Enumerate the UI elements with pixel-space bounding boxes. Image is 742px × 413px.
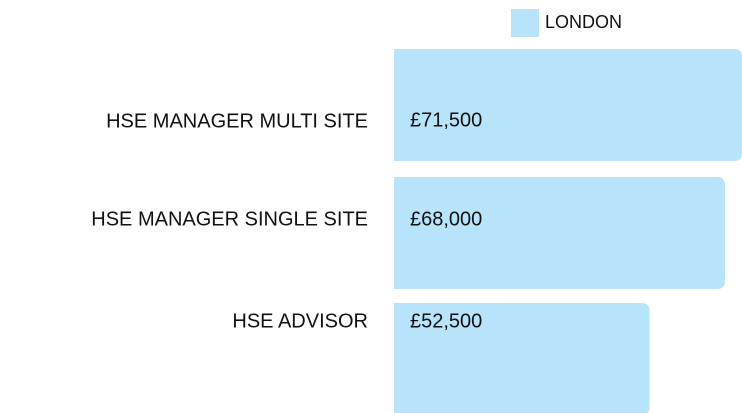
value-label: £68,000 — [410, 208, 482, 230]
legend-swatch — [511, 9, 539, 37]
category-label: HSE ADVISOR — [232, 310, 368, 332]
bar — [394, 49, 742, 161]
bar — [394, 303, 650, 413]
value-label: £71,500 — [410, 109, 482, 131]
bar — [394, 177, 725, 289]
category-label: HSE MANAGER MULTI SITE — [106, 110, 368, 132]
value-label: £52,500 — [410, 310, 482, 332]
legend-label: LONDON — [545, 12, 622, 32]
category-label: HSE MANAGER SINGLE SITE — [91, 208, 368, 230]
